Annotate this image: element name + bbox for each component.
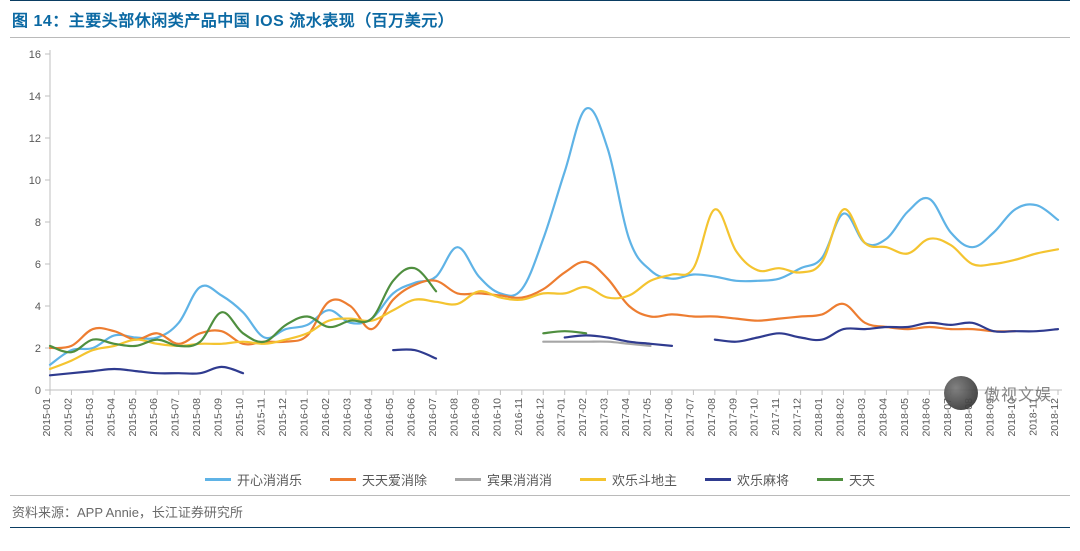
x-tick-label: 2016-02: [320, 398, 332, 437]
x-tick-label: 2018-06: [920, 398, 932, 437]
x-tick-label: 2017-10: [749, 398, 761, 437]
x-tick-label: 2017-03: [599, 398, 611, 437]
x-tick-label: 2018-01: [813, 398, 825, 437]
x-tick-label: 2017-09: [727, 398, 739, 437]
legend-item: 欢乐斗地主: [580, 470, 677, 489]
watermark-text: 傲视文娱: [984, 381, 1052, 405]
legend-swatch: [580, 478, 606, 481]
x-tick-label: 2017-01: [556, 398, 568, 437]
x-tick-label: 2015-01: [41, 398, 53, 437]
x-tick-label: 2018-04: [877, 398, 889, 437]
legend-item: 开心消消乐: [205, 470, 302, 489]
x-tick-label: 2015-03: [84, 398, 96, 437]
y-tick-label: 16: [29, 49, 41, 61]
legend-label: 宾果消消消: [487, 470, 552, 489]
title-bar: 图 14：主要头部休闲类产品中国 IOS 流水表现（百万美元）: [10, 0, 1070, 38]
legend-label: 天天爱消除: [362, 470, 427, 489]
legend-item: 欢乐麻将: [705, 470, 789, 489]
x-tick-label: 2015-12: [277, 398, 289, 437]
legend-item: 天天: [817, 470, 875, 489]
x-tick-label: 2017-05: [642, 398, 654, 437]
legend-swatch: [705, 478, 731, 481]
y-tick-label: 10: [29, 175, 41, 187]
series-line: [715, 323, 1058, 342]
series-line: [50, 209, 1058, 369]
x-tick-label: 2017-11: [770, 398, 782, 436]
x-tick-label: 2017-02: [577, 398, 589, 437]
x-tick-label: 2016-11: [513, 398, 525, 436]
watermark: 傲视文娱: [944, 376, 1052, 410]
figure-frame: 图 14：主要头部休闲类产品中国 IOS 流水表现（百万美元） 0 2 4 6 8 10 1…: [0, 0, 1080, 551]
legend-swatch: [205, 478, 231, 481]
legend-item: 宾果消消消: [455, 470, 552, 489]
x-tick-label: 2016-04: [363, 398, 375, 437]
y-tick-label: 0: [35, 385, 41, 397]
x-tick-label: 2018-03: [856, 398, 868, 437]
series-line: [393, 349, 436, 358]
x-tick-label: 2015-05: [127, 398, 139, 437]
x-tick-label: 2016-08: [448, 398, 460, 437]
series-line: [50, 262, 1015, 348]
figure-title: 图 14：主要头部休闲类产品中国 IOS 流水表现（百万美元）: [12, 13, 454, 30]
x-tick-label: 2015-10: [234, 398, 246, 437]
legend-label: 欢乐麻将: [737, 470, 789, 489]
x-tick-label: 2015-04: [105, 398, 117, 437]
legend-label: 开心消消乐: [237, 470, 302, 489]
legend-label: 天天: [849, 470, 875, 489]
legend-label: 欢乐斗地主: [612, 470, 677, 489]
x-tick-label: 2015-09: [213, 398, 225, 437]
series-line: [50, 367, 243, 375]
line-chart: 0 2 4 6 8 10 12 14 16 2015-01 2015-02 2015-03 2015-0…: [10, 38, 1070, 468]
x-tick-label: 2017-04: [620, 398, 632, 437]
y-tick-label: 8: [35, 217, 41, 229]
x-tick-label: 2016-09: [470, 398, 482, 437]
x-tick-label: 2016-01: [298, 398, 310, 437]
x-tick-label: 2017-12: [792, 398, 804, 437]
x-tick-label: 2016-07: [427, 398, 439, 437]
source-text: 资料来源：APP Annie，长江证券研究所: [12, 505, 243, 520]
x-tick-label: 2016-06: [406, 398, 418, 437]
watermark-logo-icon: [944, 376, 978, 410]
x-tick-label: 2015-06: [148, 398, 160, 437]
x-tick-label: 2015-02: [62, 398, 74, 437]
legend-swatch: [455, 478, 481, 481]
y-tick-label: 6: [35, 259, 41, 271]
x-tick-label: 2017-08: [706, 398, 718, 437]
series-line: [543, 331, 586, 333]
x-tick-label: 2018-02: [835, 398, 847, 437]
y-tick-label: 2: [35, 343, 41, 355]
x-tick-label: 2015-07: [170, 398, 182, 437]
legend-item: 天天爱消除: [330, 470, 427, 489]
legend-swatch: [817, 478, 843, 481]
y-tick-label: 14: [29, 91, 41, 103]
y-tick-label: 12: [29, 133, 41, 145]
x-tick-label: 2016-05: [384, 398, 396, 437]
x-tick-label: 2016-10: [491, 398, 503, 437]
x-tick-label: 2015-08: [191, 398, 203, 437]
x-tick-label: 2016-12: [534, 398, 546, 437]
legend-swatch: [330, 478, 356, 481]
y-tick-label: 4: [35, 301, 41, 313]
x-tick-label: 2018-05: [899, 398, 911, 437]
x-tick-label: 2017-06: [663, 398, 675, 437]
x-tick-label: 2015-11: [255, 398, 267, 436]
x-tick-label: 2017-07: [684, 398, 696, 437]
source-footer: 资料来源：APP Annie，长江证券研究所: [10, 495, 1070, 528]
x-tick-label: 2016-03: [341, 398, 353, 437]
chart-area: 0 2 4 6 8 10 12 14 16 2015-01 2015-02 2015-03 2015-0…: [10, 38, 1070, 468]
legend: 开心消消乐 天天爱消除 宾果消消消 欢乐斗地主 欢乐麻将 天天: [10, 468, 1070, 495]
